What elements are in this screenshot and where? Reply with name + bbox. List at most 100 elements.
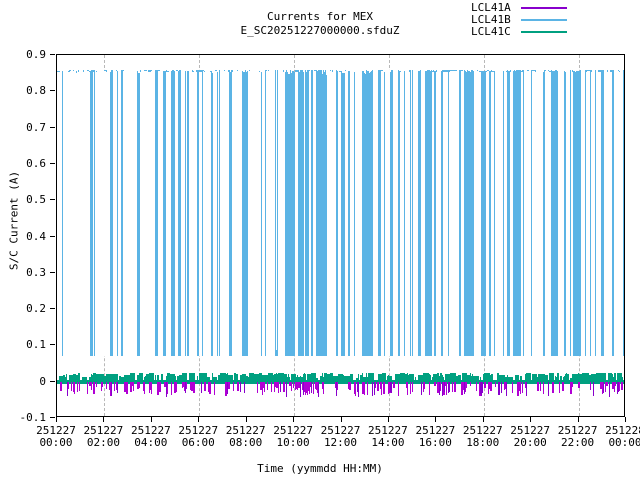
data-bar	[423, 381, 425, 392]
data-bar	[419, 74, 421, 357]
data-bar	[174, 73, 176, 357]
data-bar	[356, 70, 358, 357]
data-bar	[209, 381, 211, 395]
data-bar	[91, 73, 93, 357]
data-bar	[581, 376, 583, 384]
x-tick-mark	[56, 417, 57, 422]
data-bar	[577, 375, 583, 384]
data-bar	[67, 381, 70, 390]
data-bar	[188, 73, 190, 357]
data-bar	[294, 72, 298, 357]
data-bar	[203, 72, 207, 357]
data-bar	[152, 72, 154, 357]
data-bar	[603, 375, 607, 384]
data-bar	[279, 69, 283, 357]
x-tick-label: 251227 22:00	[538, 425, 618, 449]
data-bar	[415, 70, 418, 357]
y-tick-label: 0.1	[26, 338, 46, 352]
data-bar	[434, 376, 438, 384]
data-bar	[88, 376, 92, 384]
data-bar	[183, 377, 186, 384]
x-tick-date: 251227	[510, 424, 551, 437]
data-bar	[311, 72, 313, 357]
data-bar	[441, 70, 443, 357]
data-bar	[585, 71, 587, 357]
data-bar	[68, 375, 70, 384]
data-bar	[612, 381, 614, 389]
data-bar	[326, 70, 330, 357]
data-bar	[124, 73, 126, 357]
data-bar	[71, 73, 73, 357]
data-bar	[366, 70, 368, 357]
data-bar	[505, 377, 511, 384]
data-bar	[464, 71, 466, 357]
data-bar	[89, 71, 91, 357]
data-bar	[538, 73, 540, 357]
data-bar	[261, 69, 266, 357]
data-bar	[101, 374, 103, 384]
data-bar	[567, 73, 569, 357]
data-bar	[607, 70, 609, 357]
data-bar	[199, 376, 204, 384]
data-bar	[306, 75, 308, 357]
data-bar	[348, 70, 350, 357]
data-bar	[367, 74, 370, 357]
data-bar	[57, 379, 624, 384]
data-bar	[256, 381, 258, 394]
data-bar	[443, 381, 446, 396]
data-bar	[245, 69, 247, 357]
data-bar	[268, 376, 272, 384]
data-bar	[171, 72, 174, 357]
data-bar	[360, 375, 363, 384]
data-bar	[93, 70, 95, 357]
data-bar	[331, 70, 333, 357]
data-bar	[204, 376, 208, 384]
data-bar	[390, 381, 392, 393]
chart-subtitle: E_SC20251227000000.sfduZ	[240, 24, 400, 37]
data-bar	[476, 70, 478, 357]
gridline	[199, 55, 201, 416]
data-bar	[472, 73, 473, 357]
x-tick-mark	[530, 417, 532, 422]
data-bar	[408, 373, 414, 384]
data-bar	[168, 75, 170, 357]
data-bar	[168, 75, 170, 357]
data-bar	[233, 73, 235, 357]
data-bar	[286, 376, 291, 384]
data-bar	[178, 374, 184, 384]
data-bar	[434, 373, 437, 384]
data-bar	[381, 70, 383, 357]
data-bar	[293, 71, 312, 357]
data-bar	[575, 72, 577, 357]
data-bar	[285, 74, 287, 357]
data-bar	[280, 72, 282, 357]
gridline	[388, 55, 390, 416]
data-bar	[359, 70, 361, 357]
data-bar	[528, 69, 530, 357]
data-bar	[462, 70, 464, 357]
data-bar	[231, 70, 233, 357]
data-bar	[148, 377, 151, 384]
data-bar	[341, 375, 344, 384]
data-bar	[405, 70, 408, 357]
data-bar	[356, 71, 358, 357]
data-bar	[275, 381, 278, 388]
data-bar	[87, 381, 89, 394]
data-bar	[125, 72, 127, 357]
data-bar	[86, 71, 89, 357]
data-bar	[450, 72, 452, 357]
data-bar	[589, 69, 592, 357]
data-bar	[233, 71, 235, 357]
data-bar	[311, 70, 313, 357]
data-bar	[400, 71, 402, 357]
data-bar	[217, 72, 220, 357]
data-bar	[242, 74, 244, 357]
data-bar	[231, 377, 232, 384]
data-bar	[586, 374, 592, 384]
data-bar	[177, 72, 179, 357]
data-bar	[444, 381, 446, 386]
data-bar	[360, 72, 362, 357]
data-bar	[608, 381, 610, 397]
data-bar	[356, 69, 358, 357]
data-bar	[358, 373, 360, 384]
